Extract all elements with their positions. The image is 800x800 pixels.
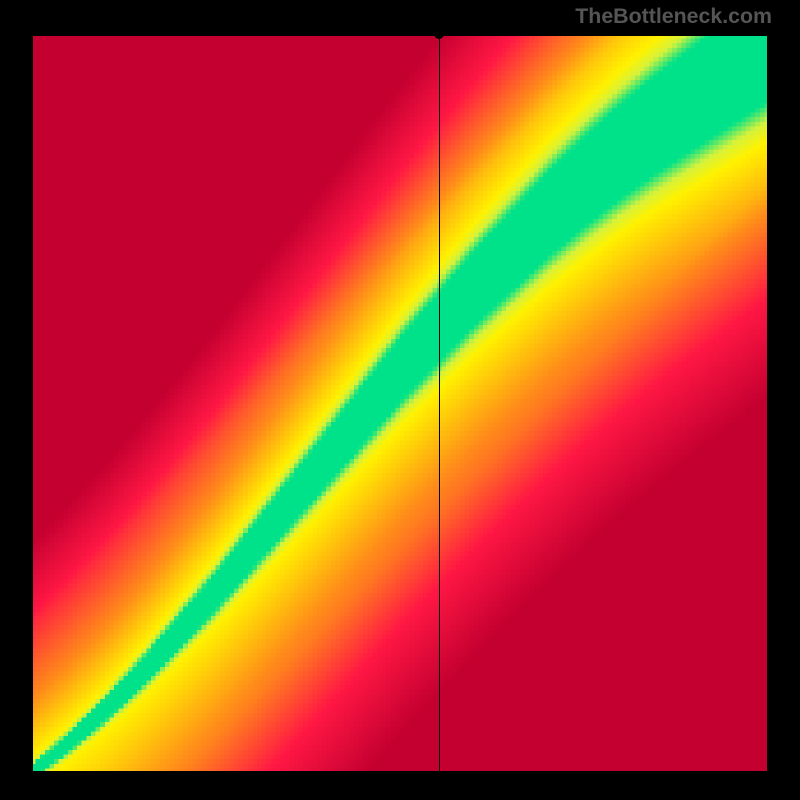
chart-container: TheBottleneck.com	[0, 0, 800, 800]
heatmap-plot	[31, 34, 769, 773]
crosshair-vertical	[439, 34, 440, 773]
heatmap-canvas	[31, 34, 769, 773]
crosshair-dot	[434, 29, 444, 39]
watermark-text: TheBottleneck.com	[575, 4, 772, 29]
crosshair-horizontal	[31, 34, 769, 35]
